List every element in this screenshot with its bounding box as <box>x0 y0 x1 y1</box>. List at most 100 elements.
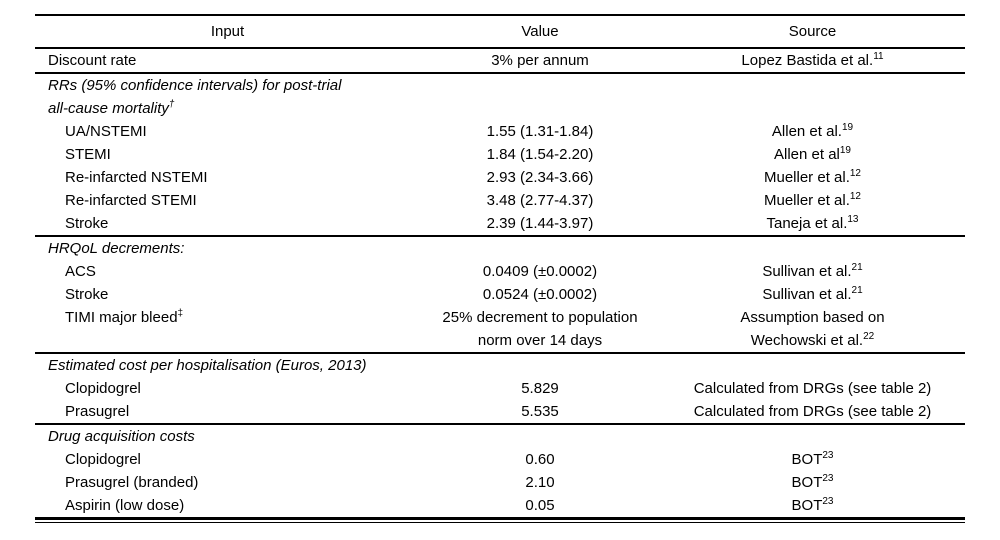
section-title: RRs (95% confidence intervals) for post-… <box>35 73 965 120</box>
table-bottom-rule <box>35 522 965 523</box>
value-cell: 2.39 (1.44-3.97) <box>486 215 594 232</box>
model-inputs-table: Input Value Source Discount rate 3% per … <box>35 14 965 520</box>
source-cell: Taneja et al.13 <box>660 212 965 236</box>
value-cell: 5.535 <box>521 403 559 420</box>
source-cell: Allen et al19 <box>660 143 965 166</box>
input-cell: Clopidogrel <box>65 451 141 468</box>
source-text: Allen et al. <box>771 123 842 140</box>
table-row: Re-infarcted NSTEMI 2.93 (2.34-3.66) Mue… <box>35 166 965 189</box>
value-cell: 2.10 <box>525 474 555 491</box>
input-cell: Stroke <box>65 286 109 303</box>
table-row: Aspirin (low dose) 0.05 BOT23 <box>35 494 965 519</box>
value-line2: norm over 14 days <box>477 332 603 349</box>
value-cell: 0.0524 (±0.0002) <box>482 286 598 303</box>
section-title-row: Drug acquisition costs <box>35 424 965 448</box>
source-text: BOT <box>791 474 823 491</box>
section-title: Estimated cost per hospitalisation (Euro… <box>48 357 367 374</box>
value-cell: 0.05 <box>525 497 555 514</box>
source-text: Sullivan et al. <box>762 263 852 280</box>
value-line1: 25% decrement to population <box>442 309 638 326</box>
header-row: Input Value Source <box>35 15 965 48</box>
section-title-row: HRQoL decrements: <box>35 236 965 260</box>
value-cell: 3.48 (2.77-4.37) <box>486 192 594 209</box>
model-inputs-table-container: Input Value Source Discount rate 3% per … <box>35 14 965 523</box>
table-row: Stroke 2.39 (1.44-3.97) Taneja et al.13 <box>35 212 965 236</box>
section-title-row: RRs (95% confidence intervals) for post-… <box>35 73 965 120</box>
table-header: Input Value Source <box>35 15 965 48</box>
source-text: Taneja et al. <box>766 215 848 232</box>
section-hrqol-decrements: HRQoL decrements: ACS 0.0409 (±0.0002) S… <box>35 236 965 353</box>
section-title-line1: RRs (95% confidence intervals) for post-… <box>48 77 342 94</box>
table-row: Stroke 0.0524 (±0.0002) Sullivan et al.2… <box>35 283 965 306</box>
reference-superscript: 12 <box>849 191 861 202</box>
section-title-row: Estimated cost per hospitalisation (Euro… <box>35 353 965 377</box>
source-text: Sullivan et al. <box>762 286 852 303</box>
source-text: BOT <box>791 497 823 514</box>
table-row: Clopidogrel 0.60 BOT23 <box>35 448 965 471</box>
reference-superscript: 22 <box>863 331 875 342</box>
input-cell: Re-infarcted STEMI <box>65 192 197 209</box>
input-cell: Prasugrel (branded) <box>65 474 199 491</box>
reference-superscript: 21 <box>851 285 863 296</box>
input-cell: Stroke <box>65 215 109 232</box>
input-cell: Re-infarcted NSTEMI <box>65 169 208 186</box>
source-line1: Assumption based on <box>740 309 885 326</box>
input-cell: ACS <box>65 263 96 280</box>
table-row: TIMI major bleed‡ 25% decrement to popul… <box>35 306 965 353</box>
reference-superscript: 21 <box>851 262 863 273</box>
input-cell: TIMI major bleed‡ <box>35 306 420 353</box>
value-cell: 1.84 (1.54-2.20) <box>486 146 594 163</box>
column-header-input: Input <box>210 23 245 40</box>
section-drug-acquisition-costs: Drug acquisition costs Clopidogrel 0.60 … <box>35 424 965 519</box>
table-row: Clopidogrel 5.829 Calculated from DRGs (… <box>35 377 965 400</box>
input-cell: Discount rate <box>48 52 137 69</box>
value-cell: 25% decrement to population norm over 14… <box>420 306 660 353</box>
source-cell: BOT23 <box>660 448 965 471</box>
table-row: Discount rate 3% per annum Lopez Bastida… <box>35 48 965 73</box>
column-header-source: Source <box>788 23 837 40</box>
source-cell: Calculated from DRGs (see table 2) <box>693 380 932 397</box>
source-cell: Allen et al.19 <box>660 120 965 143</box>
source-cell: Lopez Bastida et al.11 <box>660 48 965 73</box>
double-dagger-footnote-marker: ‡ <box>177 308 184 319</box>
value-cell: 3% per annum <box>491 52 589 69</box>
value-cell: 0.60 <box>525 451 555 468</box>
section-discount-rate: Discount rate 3% per annum Lopez Bastida… <box>35 48 965 73</box>
value-cell: 2.93 (2.34-3.66) <box>486 169 594 186</box>
input-cell: Aspirin (low dose) <box>65 497 185 514</box>
section-title: Drug acquisition costs <box>48 428 195 445</box>
reference-superscript: 12 <box>849 168 861 179</box>
section-title: HRQoL decrements: <box>48 240 185 257</box>
source-cell: Sullivan et al.21 <box>660 260 965 283</box>
source-text: Lopez Bastida et al. <box>741 52 874 69</box>
source-text: Mueller et al. <box>764 169 850 186</box>
table-row: UA/NSTEMI 1.55 (1.31-1.84) Allen et al.1… <box>35 120 965 143</box>
reference-superscript: 11 <box>873 51 884 62</box>
reference-superscript: 19 <box>841 122 854 133</box>
section-hospitalisation-cost: Estimated cost per hospitalisation (Euro… <box>35 353 965 424</box>
source-text: Mueller et al. <box>764 192 850 209</box>
dagger-footnote-marker: † <box>168 99 175 110</box>
source-text: Allen et al <box>774 146 840 163</box>
value-cell: 5.829 <box>521 380 559 397</box>
section-title-line2: all-cause mortality† <box>48 99 175 118</box>
source-text: BOT <box>791 451 823 468</box>
input-cell: Clopidogrel <box>65 380 141 397</box>
reference-superscript: 19 <box>839 145 851 156</box>
source-line2: Wechowski et al.22 <box>750 331 875 350</box>
source-cell: BOT23 <box>660 471 965 494</box>
table-row: Prasugrel (branded) 2.10 BOT23 <box>35 471 965 494</box>
reference-superscript: 23 <box>822 473 834 484</box>
input-cell: Prasugrel <box>65 403 130 420</box>
table-row: STEMI 1.84 (1.54-2.20) Allen et al19 <box>35 143 965 166</box>
value-cell: 0.0409 (±0.0002) <box>482 263 598 280</box>
table-row: Prasugrel 5.535 Calculated from DRGs (se… <box>35 400 965 424</box>
source-cell: Mueller et al.12 <box>660 166 965 189</box>
section-rrs-mortality: RRs (95% confidence intervals) for post-… <box>35 73 965 236</box>
input-text: TIMI major bleed <box>65 309 178 326</box>
table-row: ACS 0.0409 (±0.0002) Sullivan et al.21 <box>35 260 965 283</box>
reference-superscript: 23 <box>822 450 834 461</box>
source-cell: Assumption based on Wechowski et al.22 <box>660 306 965 353</box>
table-row: Re-infarcted STEMI 3.48 (2.77-4.37) Muel… <box>35 189 965 212</box>
source-cell: Calculated from DRGs (see table 2) <box>693 403 932 420</box>
